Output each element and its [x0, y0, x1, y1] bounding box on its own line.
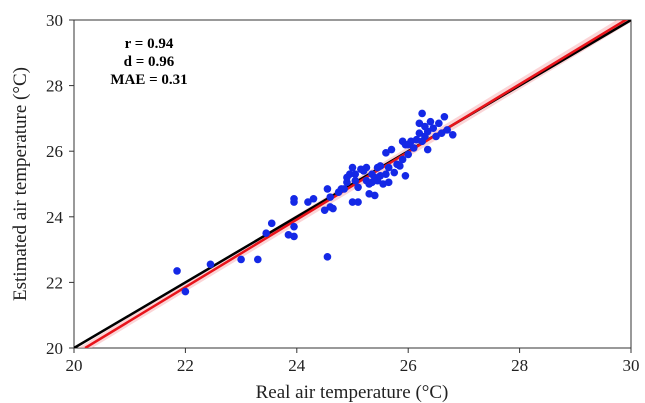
y-axis-label: Estimated air temperature (°C): [10, 67, 31, 301]
data-point: [320, 206, 329, 215]
data-point: [340, 185, 348, 193]
data-point: [437, 129, 446, 137]
data-point: [382, 149, 390, 157]
y-tick-label: 30: [46, 11, 63, 30]
data-point: [173, 267, 181, 275]
identity-line: [74, 20, 631, 348]
data-point: [415, 119, 424, 128]
data-point: [396, 162, 404, 170]
data-point: [323, 253, 332, 261]
data-point: [329, 204, 337, 213]
y-tick-label: 26: [46, 142, 63, 161]
data-point: [384, 163, 393, 172]
data-point: [354, 183, 362, 192]
x-axis-label: Real air temperature (°C): [256, 382, 449, 403]
data-point: [290, 194, 298, 203]
data-point: [370, 191, 379, 200]
stat-d: d = 0.96: [124, 54, 175, 70]
x-tick-label: 20: [66, 356, 83, 375]
data-point: [351, 176, 360, 185]
data-point: [354, 198, 362, 206]
data-point: [376, 162, 385, 170]
x-tick-label: 28: [511, 356, 528, 375]
data-point: [384, 178, 393, 187]
data-point: [326, 193, 335, 201]
data-point: [415, 129, 424, 137]
data-point: [323, 185, 332, 193]
data-point: [429, 124, 438, 133]
data-point: [351, 170, 360, 178]
data-point: [435, 119, 443, 128]
x-tick-label: 26: [400, 356, 417, 375]
data-point: [401, 172, 410, 180]
data-point: [404, 150, 413, 159]
data-point: [348, 163, 357, 172]
data-point: [262, 229, 270, 237]
data-point: [443, 126, 451, 134]
x-tick-label: 22: [177, 356, 194, 375]
x-tick-label: 24: [288, 356, 306, 375]
data-point: [382, 170, 390, 178]
data-point: [267, 219, 276, 228]
data-point: [448, 131, 457, 139]
data-point: [409, 144, 418, 152]
data-point: [348, 198, 357, 206]
data-point: [426, 117, 435, 126]
y-tick-label: 28: [46, 77, 63, 96]
data-point: [362, 163, 371, 172]
data-point: [418, 109, 426, 118]
stat-r: r = 0.94: [125, 36, 174, 52]
data-point: [254, 255, 262, 264]
data-point: [290, 232, 298, 241]
data-point: [237, 255, 245, 264]
data-point: [206, 260, 215, 269]
y-tick-label: 24: [46, 208, 64, 227]
data-point: [343, 178, 351, 187]
data-point: [290, 222, 298, 231]
data-point: [181, 287, 190, 296]
y-tick-label: 20: [46, 339, 63, 358]
data-point: [387, 145, 396, 154]
data-point: [423, 145, 432, 154]
x-tick-label: 30: [623, 356, 640, 375]
data-point: [390, 168, 399, 177]
data-point: [304, 198, 312, 206]
y-tick-label: 22: [46, 273, 63, 292]
stat-mae: MAE = 0.31: [110, 72, 187, 88]
data-point: [432, 132, 440, 141]
data-point: [309, 194, 318, 203]
data-point: [440, 112, 449, 121]
data-point: [423, 127, 432, 136]
data-point: [398, 155, 407, 164]
data-point: [345, 170, 354, 178]
